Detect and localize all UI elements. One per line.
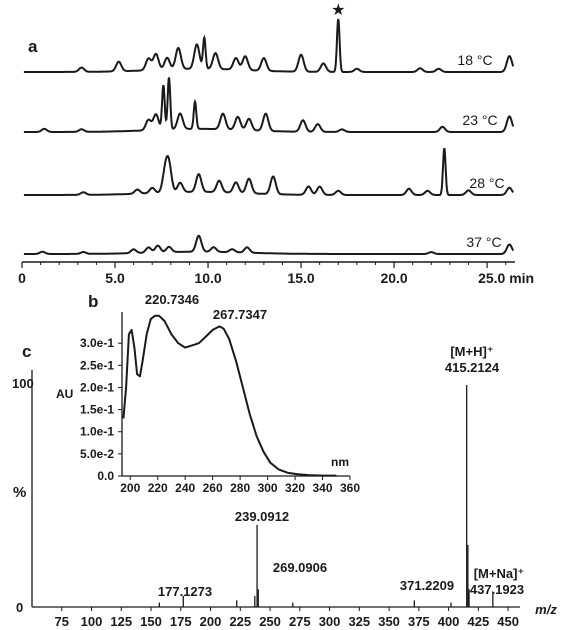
chromatogram-line: [23, 234, 515, 255]
peak-mz-label: 371.2209: [400, 578, 454, 593]
x-tick-label: 5.0: [105, 270, 125, 286]
peak-mz-label: 177.1273: [158, 584, 212, 599]
chromatogram-trace: [23, 147, 514, 196]
x-tick-label: 350: [378, 614, 400, 629]
x-tick-label: 425: [467, 614, 489, 629]
y-tick-label: 100: [12, 376, 34, 391]
x-tick-label: 400: [438, 614, 460, 629]
chromatogram-line: [23, 18, 515, 73]
x-tick-label: 260: [203, 481, 223, 495]
x-tick-label: 175: [170, 614, 192, 629]
x-axis-label: m/z: [535, 602, 557, 617]
x-tick-label: 150: [140, 614, 162, 629]
y-axis-label: AU: [56, 387, 73, 401]
y-tick-label: 2.0e-1: [80, 380, 114, 394]
x-tick-label: 15.0: [287, 270, 314, 286]
x-tick-label: 25.0 min: [478, 270, 534, 286]
adduct-label: [M+H]⁺: [450, 344, 493, 359]
x-tick-label: 240: [175, 481, 195, 495]
star-marker: ★: [331, 2, 345, 19]
x-tick-label: 225: [229, 614, 251, 629]
x-tick-label: 200: [120, 481, 140, 495]
uv-peak-label: 267.7347: [213, 307, 267, 322]
trace-temperature-label: 23 °C: [462, 112, 497, 128]
peak-mz-label: 269.0906: [273, 560, 327, 575]
inset-background: [44, 298, 360, 488]
x-tick-label: 360: [340, 481, 360, 495]
x-tick-label: 300: [258, 481, 278, 495]
y-tick-label: 2.5e-1: [80, 358, 114, 372]
chromatogram-trace: [23, 234, 515, 255]
panel-label-c: c: [22, 342, 31, 361]
x-tick-label: 220: [148, 481, 168, 495]
x-tick-label: 280: [230, 481, 250, 495]
trace-temperature-label: 18 °C: [457, 52, 492, 68]
chromatogram-trace: [23, 18, 515, 73]
adduct-label: [M+Na]⁺: [474, 566, 525, 581]
trace-temperature-label: 37 °C: [466, 234, 501, 250]
y-axis-label: %: [13, 484, 26, 501]
panel-label-a: a: [28, 37, 38, 56]
uv-peak-label: 220.7346: [145, 292, 199, 307]
x-tick-label: 0: [18, 270, 26, 286]
y-tick-label: 0: [16, 600, 23, 615]
x-tick-label: 200: [200, 614, 222, 629]
chromatogram-line: [23, 77, 515, 133]
x-axis-label: nm: [331, 455, 349, 469]
x-tick-label: 320: [285, 481, 305, 495]
chromatogram-trace: [23, 77, 515, 133]
x-tick-label: 125: [110, 614, 132, 629]
trace-temperature-label: 28 °C: [469, 175, 504, 191]
x-tick-label: 75: [55, 614, 69, 629]
y-tick-label: 0.0: [97, 469, 114, 483]
x-tick-label: 300: [319, 614, 341, 629]
peak-mz-label: 239.0912: [235, 509, 289, 524]
y-tick-label: 5.0e-2: [80, 447, 114, 461]
y-tick-label: 3.0e-1: [80, 336, 114, 350]
x-tick-label: 250: [259, 614, 281, 629]
x-tick-label: 100: [81, 614, 103, 629]
x-tick-label: 450: [497, 614, 519, 629]
peak-mz-label: 437.1923: [470, 582, 524, 597]
x-tick-label: 375: [408, 614, 430, 629]
chromatogram-line: [23, 147, 514, 196]
peak-mz-label: 415.2124: [445, 360, 500, 375]
uv-spectrum-line: [122, 314, 337, 477]
y-tick-label: 1.5e-1: [80, 403, 114, 417]
x-tick-label: 275: [289, 614, 311, 629]
x-tick-label: 20.0: [380, 270, 407, 286]
panel-label-b: b: [88, 292, 98, 311]
x-tick-label: 340: [313, 481, 333, 495]
x-tick-label: 325: [348, 614, 370, 629]
y-tick-label: 1.0e-1: [80, 425, 114, 439]
x-tick-label: 10.0: [194, 270, 221, 286]
